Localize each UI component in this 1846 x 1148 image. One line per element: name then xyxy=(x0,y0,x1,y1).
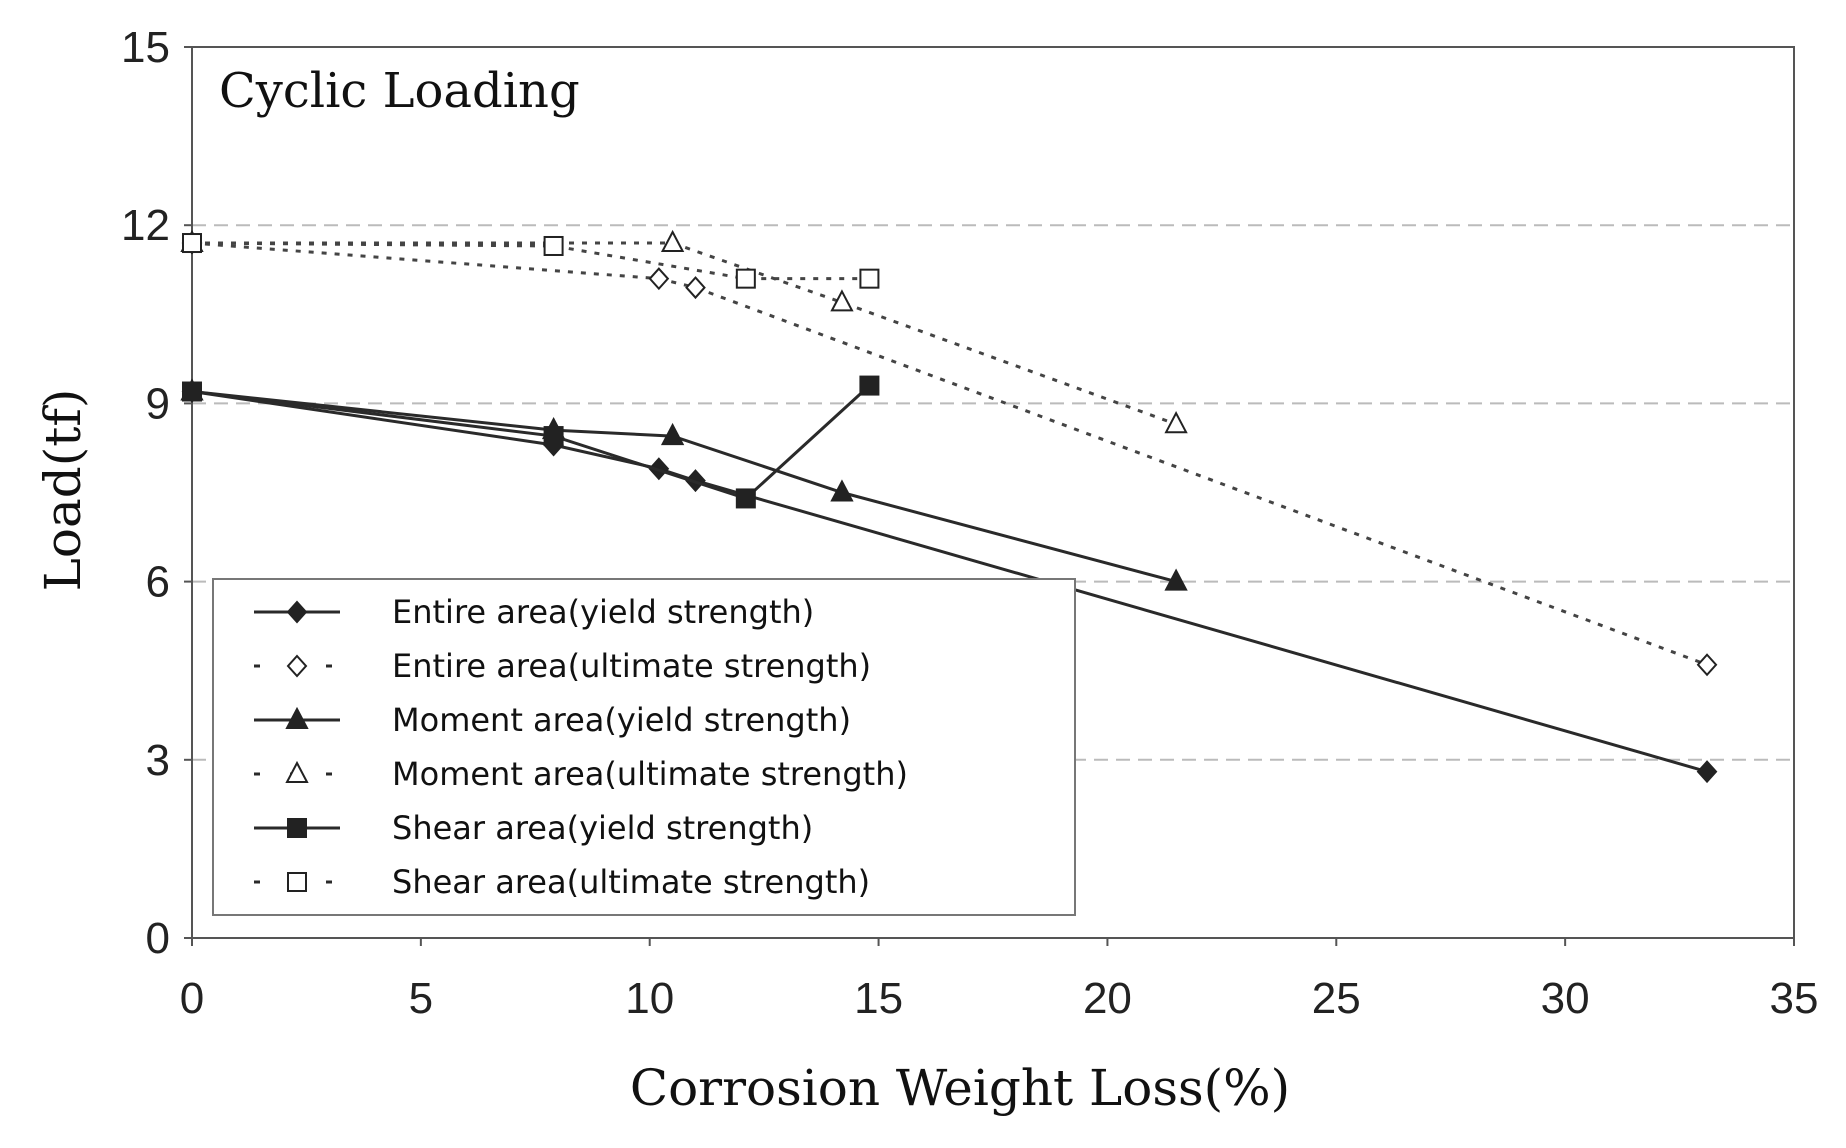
series-line xyxy=(192,241,1177,426)
data-point xyxy=(830,289,854,312)
x-tick-label: 10 xyxy=(625,974,674,1023)
y-tick-label: 6 xyxy=(146,558,170,607)
legend-marker xyxy=(285,706,309,729)
data-point xyxy=(182,381,202,402)
x-tick-label: 30 xyxy=(1541,974,1590,1023)
y-tick-label: 15 xyxy=(121,23,170,72)
data-point xyxy=(648,267,670,291)
legend-label: Entire area(ultimate strength) xyxy=(392,647,871,685)
series-line xyxy=(191,241,870,281)
series-line xyxy=(191,384,871,501)
plot-area-frame xyxy=(191,46,1795,939)
legend-label: Entire area(yield strength) xyxy=(392,593,814,631)
data-point xyxy=(660,229,685,253)
data-point xyxy=(1164,411,1188,434)
y-tick-label: 12 xyxy=(121,201,170,250)
data-point xyxy=(859,375,880,396)
legend-marker xyxy=(285,760,309,783)
data-point xyxy=(543,426,564,447)
x-tick-label: 35 xyxy=(1770,974,1819,1023)
data-point xyxy=(859,268,880,289)
data-point xyxy=(660,422,685,446)
data-point xyxy=(735,488,756,509)
legend-label: Shear area(yield strength) xyxy=(392,809,813,847)
x-axis-label: Corrosion Weight Loss(%) xyxy=(630,1059,1290,1117)
series-4 xyxy=(182,375,880,509)
legend: Entire area(yield strength) Entire area(u… xyxy=(212,578,1076,916)
series-line xyxy=(191,241,1708,667)
y-axis-label: Load(tf) xyxy=(34,389,92,592)
chart-title: Cyclic Loading xyxy=(219,63,580,119)
series-line xyxy=(191,390,1177,584)
data-point xyxy=(182,233,202,254)
y-tick-label: 0 xyxy=(146,914,170,963)
data-point xyxy=(1164,568,1188,591)
data-point xyxy=(685,276,706,300)
x-tick-label: 20 xyxy=(1083,974,1132,1023)
legend-label: Moment area(yield strength) xyxy=(392,701,851,739)
data-point xyxy=(1696,653,1718,677)
series-5 xyxy=(182,233,880,289)
series-3 xyxy=(180,229,1188,434)
x-tick-label: 0 xyxy=(180,974,204,1023)
legend-marker xyxy=(286,654,308,678)
data-point xyxy=(543,235,564,256)
data-point xyxy=(735,268,756,289)
x-tick-label: 5 xyxy=(409,974,433,1023)
legend-label: Moment area(ultimate strength) xyxy=(392,755,908,793)
x-tick-label: 25 xyxy=(1312,974,1361,1023)
legend-marker xyxy=(286,600,308,624)
legend-label: Shear area(ultimate strength) xyxy=(392,863,870,901)
data-point xyxy=(1696,760,1718,784)
x-tick-label: 15 xyxy=(854,974,903,1023)
legend-marker xyxy=(287,872,307,892)
y-tick-label: 3 xyxy=(146,736,170,785)
data-point xyxy=(830,479,854,502)
y-tick-label: 9 xyxy=(146,379,170,428)
legend-marker xyxy=(287,818,307,838)
